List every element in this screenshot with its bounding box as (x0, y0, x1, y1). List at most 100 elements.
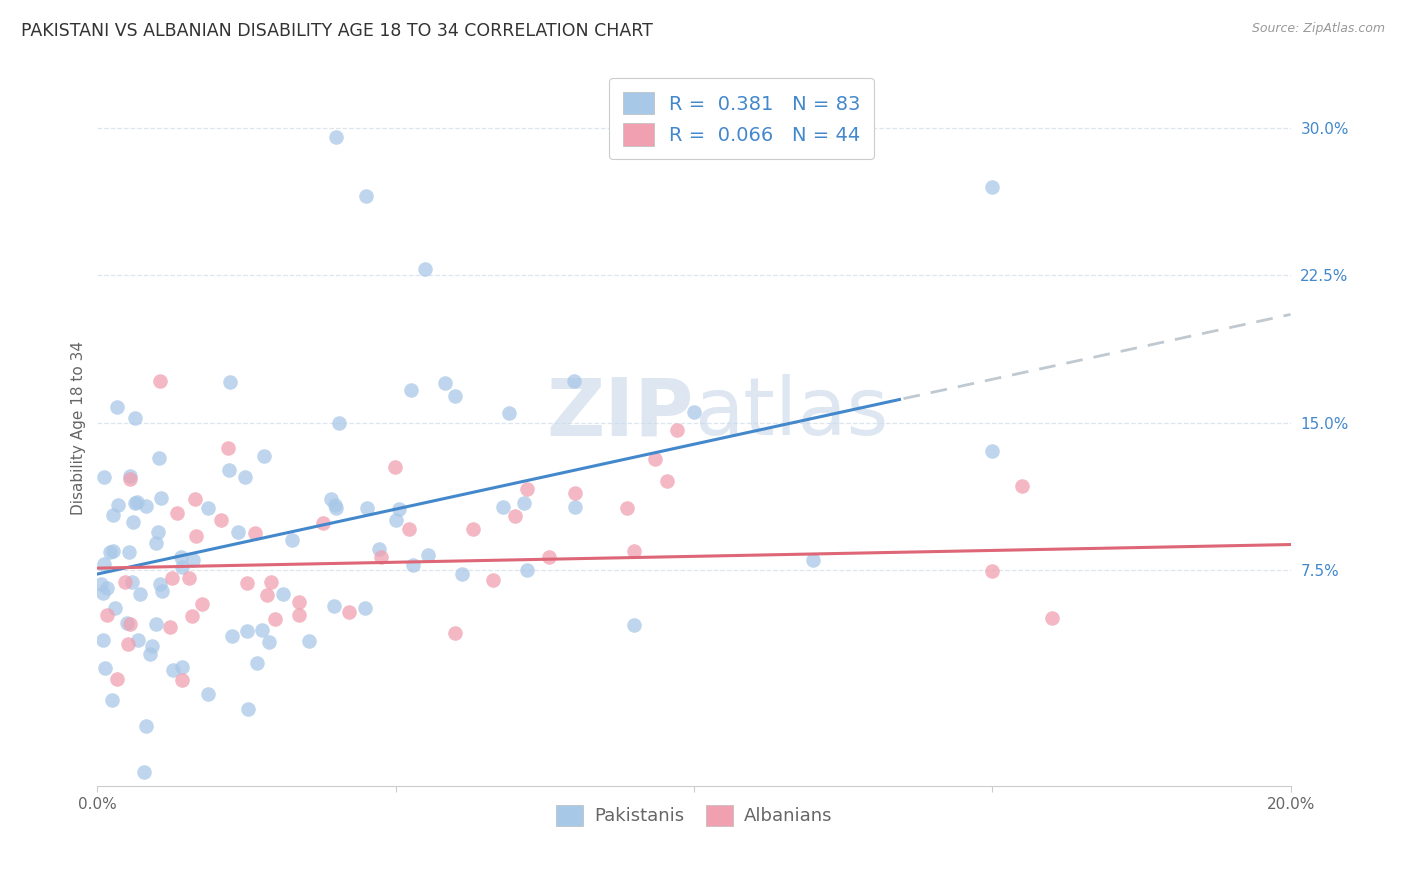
Point (325, 130, 347, 145)
Point (105, 401, 128, 415)
Point (128, 587, 150, 601)
Point (179, 571, 201, 585)
Point (124, 496, 146, 510)
Point (564, 500, 586, 514)
Point (512, 495, 534, 509)
Point (250, 624, 273, 638)
Point (115, 616, 138, 631)
Point (388, 502, 411, 516)
Point (981, 179, 1004, 194)
Text: Source: ZipAtlas.com: Source: ZipAtlas.com (1251, 22, 1385, 36)
Point (197, 501, 219, 516)
Point (127, 633, 149, 648)
Point (288, 607, 311, 622)
Point (90, 576, 112, 591)
Point (197, 687, 219, 701)
Point (298, 633, 321, 648)
Point (325, 498, 347, 512)
Point (191, 597, 214, 611)
Point (434, 376, 457, 390)
Point (218, 463, 240, 477)
Point (149, 577, 172, 591)
Point (450, 566, 472, 581)
Point (354, 189, 377, 203)
Point (665, 423, 688, 437)
Point (209, 513, 232, 527)
Point (236, 702, 259, 716)
Point (226, 524, 249, 539)
Point (170, 549, 193, 564)
Point (537, 550, 560, 565)
Point (162, 663, 184, 677)
Point (103, 544, 125, 558)
Point (184, 529, 207, 543)
Point (444, 626, 467, 640)
Point (1040, 610, 1063, 624)
Point (384, 512, 406, 526)
Point (93, 557, 115, 571)
Point (655, 474, 678, 488)
Point (356, 500, 378, 515)
Point (981, 443, 1004, 458)
Point (236, 576, 259, 591)
Point (516, 562, 538, 576)
Point (492, 500, 515, 514)
Point (135, 719, 157, 733)
Point (150, 583, 173, 598)
Point (148, 451, 170, 466)
Point (683, 404, 706, 418)
Point (328, 416, 350, 430)
Point (503, 508, 526, 523)
Point (801, 553, 824, 567)
Point (368, 541, 391, 556)
Point (235, 624, 257, 638)
Point (101, 693, 124, 707)
Point (616, 500, 638, 515)
Point (264, 612, 287, 626)
Point (564, 486, 586, 500)
Point (118, 469, 141, 483)
Point (98, 545, 121, 559)
Point (288, 595, 311, 609)
Point (120, 616, 142, 631)
Point (623, 543, 645, 558)
Point (121, 515, 143, 529)
Point (181, 609, 204, 624)
Point (91, 632, 114, 647)
Point (319, 491, 342, 506)
Point (166, 506, 188, 520)
Point (256, 588, 278, 602)
Point (271, 587, 294, 601)
Point (124, 410, 146, 425)
Point (107, 498, 129, 512)
Point (981, 564, 1004, 578)
Point (253, 450, 276, 464)
Point (160, 571, 183, 585)
Point (219, 376, 242, 390)
Point (118, 545, 141, 559)
Point (370, 549, 392, 564)
Point (159, 620, 181, 634)
Point (1011, 478, 1033, 492)
Point (353, 600, 375, 615)
Point (384, 460, 406, 475)
Point (325, 501, 347, 516)
Point (114, 575, 136, 590)
Point (246, 656, 269, 670)
Point (141, 639, 163, 653)
Point (399, 383, 422, 397)
Point (96, 581, 118, 595)
Point (322, 599, 344, 613)
Point (104, 600, 127, 615)
Point (482, 573, 505, 587)
Point (312, 516, 335, 530)
Point (217, 441, 239, 455)
Legend: Pakistanis, Albanians: Pakistanis, Albanians (547, 796, 841, 835)
Point (416, 548, 439, 562)
Point (94, 661, 117, 675)
Point (145, 616, 167, 631)
Point (135, 500, 157, 514)
Point (93, 470, 115, 484)
Point (184, 491, 207, 506)
Point (134, 764, 156, 779)
